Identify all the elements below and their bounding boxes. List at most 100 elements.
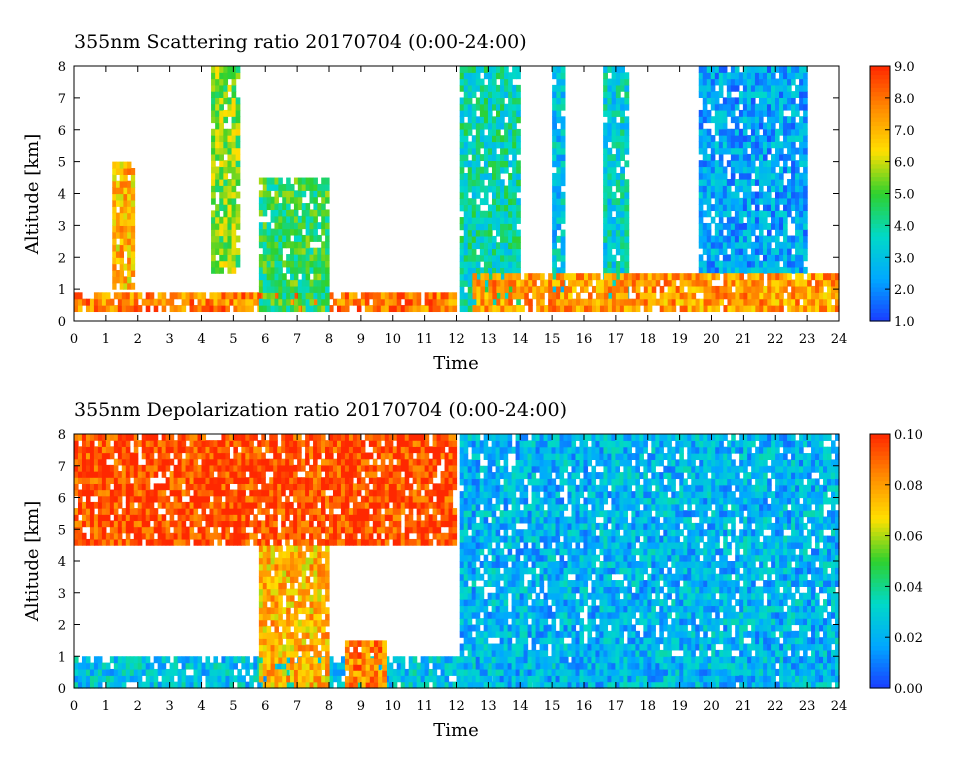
heatmap-cell xyxy=(463,599,469,607)
heatmap-cell xyxy=(755,305,760,313)
heatmap-cell xyxy=(639,273,645,281)
heatmap-cell xyxy=(564,292,569,300)
heatmap-cell xyxy=(313,650,318,658)
heatmap-cell xyxy=(475,434,481,441)
heatmap-cell xyxy=(305,279,311,287)
heatmap-cell xyxy=(459,459,465,467)
heatmap-cell xyxy=(488,285,493,293)
heatmap-cell xyxy=(253,662,258,670)
heatmap-cell xyxy=(286,601,291,608)
heatmap-cell xyxy=(492,285,497,293)
heatmap-cell xyxy=(258,545,264,552)
heatmap-cell xyxy=(223,241,229,249)
heatmap-cell xyxy=(483,649,489,657)
heatmap-cell xyxy=(754,135,760,142)
heatmap-cell xyxy=(452,668,458,676)
heatmap-cell xyxy=(619,292,625,300)
heatmap-cell xyxy=(467,128,473,136)
heatmap-cell xyxy=(471,643,477,651)
heatmap-cell xyxy=(309,656,315,664)
heatmap-cell xyxy=(679,285,685,293)
colorbar-tick-label: 6.0 xyxy=(894,156,915,171)
heatmap-cell xyxy=(595,298,601,306)
heatmap-cell xyxy=(611,91,617,99)
heatmap-cell xyxy=(77,305,83,313)
heatmap-cell xyxy=(722,210,728,218)
heatmap-cell xyxy=(706,91,712,98)
heatmap-cell xyxy=(101,675,107,683)
heatmap-cell xyxy=(258,266,264,274)
heatmap-cell xyxy=(718,235,724,243)
heatmap-cell xyxy=(734,72,740,80)
heatmap-cell xyxy=(231,122,237,130)
x-tick-label: 11 xyxy=(416,332,433,347)
heatmap-cell xyxy=(787,298,792,306)
heatmap-cell xyxy=(112,244,117,252)
heatmap-cell xyxy=(599,285,605,293)
heatmap-cell xyxy=(221,305,226,313)
heatmap-cell xyxy=(714,179,720,186)
heatmap-cell xyxy=(762,160,768,168)
heatmap-cell xyxy=(691,298,697,306)
heatmap-cell xyxy=(819,279,824,287)
heatmap-cell xyxy=(286,613,291,621)
heatmap-cell xyxy=(499,630,505,638)
heatmap-cell xyxy=(771,204,776,212)
heatmap-cell xyxy=(552,261,557,268)
heatmap-cell xyxy=(365,682,371,689)
heatmap-cell xyxy=(783,298,788,306)
heatmap-cell xyxy=(467,643,473,651)
heatmap-cell xyxy=(475,135,481,143)
heatmap-cell xyxy=(511,662,517,670)
heatmap-cell xyxy=(101,292,107,300)
heatmap-cell xyxy=(491,191,497,199)
heatmap-cell xyxy=(556,305,561,313)
heatmap-cell xyxy=(475,599,481,607)
heatmap-cell xyxy=(483,72,489,80)
heatmap-cell xyxy=(165,656,171,664)
heatmap-cell xyxy=(503,529,509,537)
heatmap-cell xyxy=(750,97,756,105)
heatmap-cell xyxy=(112,225,117,233)
heatmap-cell xyxy=(459,305,465,313)
heatmap-cell xyxy=(325,619,330,627)
heatmap-cell xyxy=(715,285,721,293)
heatmap-cell xyxy=(123,199,128,207)
heatmap-cell xyxy=(285,656,290,664)
heatmap-cell xyxy=(584,285,589,293)
heatmap-cell xyxy=(507,668,513,676)
heatmap-cell xyxy=(623,279,629,287)
heatmap-cell xyxy=(309,279,315,287)
heatmap-cell xyxy=(475,267,481,275)
heatmap-cell xyxy=(779,147,784,155)
heatmap-cell xyxy=(215,66,220,73)
heatmap-cell xyxy=(726,197,732,205)
heatmap-cell xyxy=(467,198,473,206)
heatmap-cell xyxy=(305,588,311,596)
heatmap-cell xyxy=(683,273,689,281)
heatmap-cell xyxy=(710,248,716,255)
heatmap-cell xyxy=(463,529,469,537)
heatmap-cell xyxy=(508,84,513,92)
heatmap-cell xyxy=(262,260,268,268)
heatmap-cell xyxy=(105,668,111,676)
heatmap-cell xyxy=(229,298,234,306)
heatmap-cell xyxy=(615,110,621,117)
heatmap-cell xyxy=(301,563,307,571)
heatmap-cell xyxy=(145,675,151,683)
heatmap-cell xyxy=(483,254,489,262)
heatmap-cell xyxy=(258,551,264,559)
heatmap-cell xyxy=(495,434,501,441)
heatmap-cell xyxy=(698,160,704,168)
heatmap-cell xyxy=(227,191,233,199)
heatmap-cell xyxy=(504,103,509,111)
heatmap-cell xyxy=(552,267,557,275)
heatmap-cell xyxy=(823,273,828,281)
heatmap-cell xyxy=(803,305,808,313)
heatmap-cell xyxy=(508,78,513,86)
heatmap-cell xyxy=(313,625,318,633)
heatmap-cell xyxy=(519,668,525,676)
heatmap-cell xyxy=(270,266,276,274)
heatmap-cell xyxy=(758,84,764,92)
heatmap-cell xyxy=(771,66,776,73)
